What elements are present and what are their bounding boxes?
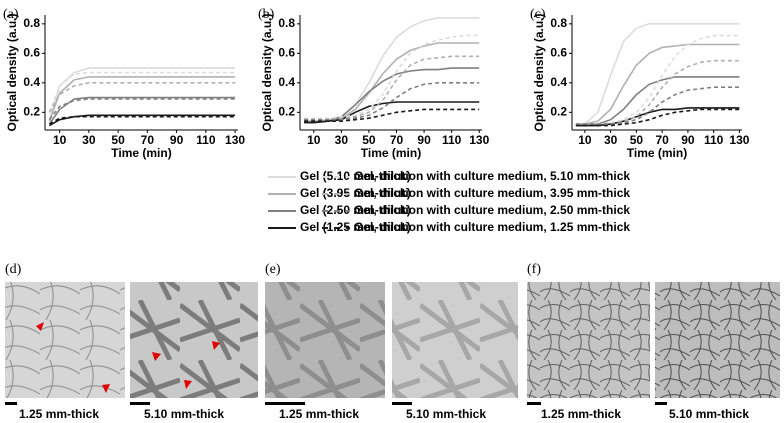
y-tick-label: 0.8 [550, 16, 567, 30]
x-tick-label: 10 [578, 133, 592, 147]
panel-label: (a) [3, 7, 19, 22]
x-tick-label: 130 [729, 133, 749, 147]
data-line [304, 82, 480, 121]
data-line [48, 67, 236, 120]
x-tick-label: 10 [53, 133, 67, 147]
image-caption: 5.10 mm-thick [144, 407, 224, 421]
x-tick-label: 130 [225, 133, 245, 147]
data-line [48, 96, 236, 125]
data-line [575, 23, 740, 125]
image-caption: 5.10 mm-thick [669, 407, 749, 421]
scale-bar [265, 402, 305, 405]
x-tick-label: 90 [170, 133, 184, 147]
legend-label: Gel (3.95 mm-thick) [300, 186, 411, 200]
panel-label: (d) [5, 262, 22, 277]
y-axis-label: Optical density (a.u.) [532, 13, 546, 131]
data-line [304, 34, 480, 119]
x-tick-label: 30 [335, 133, 349, 147]
data-line [48, 76, 236, 122]
image-caption: 1.25 mm-thick [541, 407, 621, 421]
legend-label: Gel, dilution with culture medium, 2.50 … [354, 203, 630, 217]
panel-label: (b) [258, 7, 275, 22]
scale-bar [527, 402, 541, 405]
data-line [304, 67, 480, 124]
x-axis-label: Time (min) [111, 146, 171, 160]
panel-label: (c) [530, 7, 546, 22]
x-tick-label: 30 [604, 133, 618, 147]
micrographs [5, 282, 780, 405]
micrograph-texture [527, 282, 650, 398]
y-tick-label: 0.8 [278, 16, 295, 30]
image-caption: 5.10 mm-thick [406, 407, 486, 421]
data-line [575, 108, 740, 127]
data-line [304, 101, 480, 124]
scale-bar [130, 402, 150, 405]
data-line [304, 108, 480, 122]
legend-label: Gel, dilution with culture medium, 5.10 … [354, 169, 630, 183]
arrowhead [102, 384, 110, 393]
arrowhead [36, 322, 44, 331]
micrograph-texture [5, 282, 125, 398]
legend-label: Gel, dilution with culture medium, 3.95 … [354, 186, 630, 200]
x-axis-label: Time (min) [627, 146, 687, 160]
x-tick-label: 30 [82, 133, 96, 147]
arrowhead [212, 341, 220, 350]
micrograph-texture [655, 282, 780, 398]
legend-label: Gel (5.10 mm-thick) [300, 169, 411, 183]
y-tick-label: 0.2 [23, 104, 40, 118]
x-axis-label: Time (min) [361, 146, 421, 160]
x-tick-label: 90 [681, 133, 695, 147]
y-tick-label: 0.2 [278, 104, 295, 118]
panel-label: (e) [265, 262, 281, 277]
image-caption: 1.25 mm-thick [279, 407, 359, 421]
micrograph-texture [130, 282, 258, 398]
y-tick-label: 0.6 [550, 46, 567, 60]
scale-bar [655, 402, 667, 405]
micrograph-texture [265, 282, 385, 398]
y-tick-label: 0.6 [278, 46, 295, 60]
x-tick-label: 110 [196, 133, 216, 147]
x-tick-label: 50 [630, 133, 644, 147]
data-line [48, 98, 236, 121]
y-tick-label: 0.4 [550, 75, 567, 89]
x-tick-label: 70 [655, 133, 669, 147]
x-tick-label: 70 [390, 133, 404, 147]
image-caption: 1.25 mm-thick [19, 407, 99, 421]
x-tick-label: 70 [141, 133, 155, 147]
x-tick-label: 50 [362, 133, 376, 147]
y-tick-label: 0.4 [278, 75, 295, 89]
data-line [48, 71, 236, 113]
y-tick-label: 0.8 [23, 16, 40, 30]
data-line [575, 59, 740, 125]
x-tick-label: 90 [417, 133, 431, 147]
scale-bar [5, 402, 17, 405]
legend-label: Gel (1.25 mm-thick) [300, 220, 411, 234]
panel-label: (f) [527, 262, 541, 277]
x-tick-label: 130 [469, 133, 489, 147]
x-tick-label: 10 [307, 133, 321, 147]
arrowhead [184, 380, 192, 389]
x-tick-label: 110 [442, 133, 462, 147]
micrograph-texture [392, 282, 518, 398]
y-axis-label: Optical density (a.u.) [260, 13, 274, 131]
y-tick-label: 0.6 [23, 46, 40, 60]
y-tick-label: 0.4 [23, 75, 40, 89]
arrowhead [152, 352, 161, 361]
x-tick-label: 110 [704, 133, 724, 147]
data-line [304, 55, 480, 121]
legend-label: Gel (2.50 mm-thick) [300, 203, 411, 217]
data-line [575, 43, 740, 125]
x-tick-label: 50 [111, 133, 125, 147]
y-tick-label: 0.2 [550, 104, 567, 118]
data-line [304, 17, 480, 122]
data-line [48, 115, 236, 125]
y-axis-label: Optical density (a.u.) [5, 13, 19, 131]
legend-label: Gel, dilution with culture medium, 1.25 … [354, 220, 630, 234]
scale-bar [392, 402, 412, 405]
data-line [575, 86, 740, 125]
